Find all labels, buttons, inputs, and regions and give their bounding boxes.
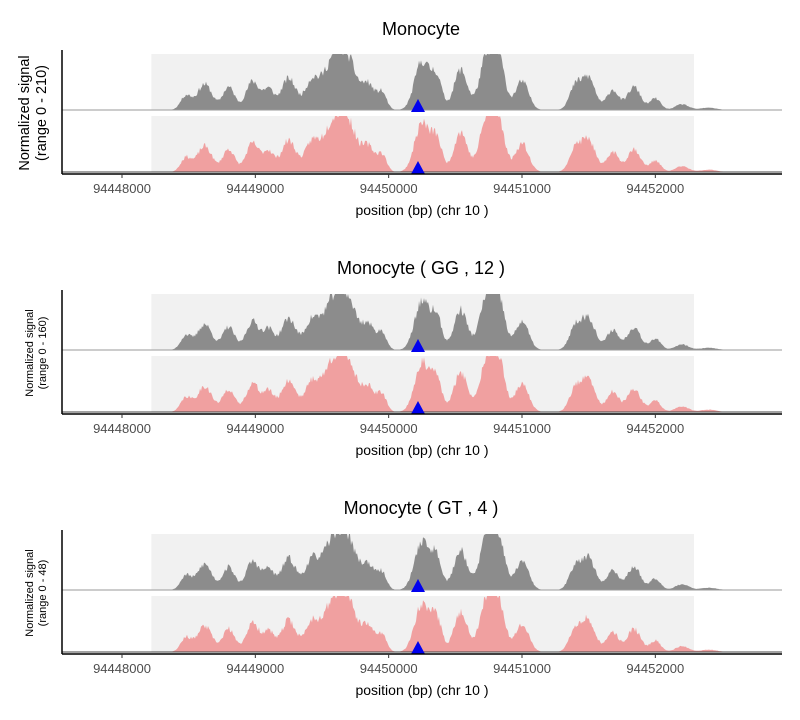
x-tick-label: 94450000 [360,661,418,676]
y-axis-title-line1: Normalized signal [24,549,36,636]
x-tick-label: 94452000 [626,421,684,436]
x-tick-label: 94449000 [226,661,284,676]
signal-track-2 [62,116,782,172]
variant-marker-1 [411,99,425,112]
signal-track-1 [62,54,782,110]
x-tick-label: 94451000 [493,181,551,196]
chart-title: Monocyte ( GG , 12 ) [337,258,505,278]
x-tick-label: 94448000 [93,181,151,196]
x-tick-label: 94451000 [493,421,551,436]
y-axis-title-line2: (range 0 - 48) [37,560,49,627]
variant-marker-2 [411,641,425,654]
y-axis-title-line1: Normalized signal [17,55,33,170]
chart-panel-3: Monocyte ( GT , 4 ) 94448000 94449000 94450… [24,498,782,698]
x-tick-label: 94450000 [360,421,418,436]
y-axis-title-line2: (range 0 - 210) [34,65,50,161]
signal-track-1 [62,294,782,350]
x-axis-title: position (bp) (chr 10 ) [355,682,488,698]
y-axis-title-line2: (range 0 - 160) [37,317,49,390]
x-tick-label: 94452000 [626,181,684,196]
signal-track-2 [62,356,782,412]
x-tick-label: 94449000 [226,421,284,436]
x-axis-title: position (bp) (chr 10 ) [355,442,488,458]
y-axis-title-line1: Normalized signal [24,309,36,396]
x-tick-label: 94452000 [626,661,684,676]
x-tick-label: 94449000 [226,181,284,196]
chart-title: Monocyte ( GT , 4 ) [344,498,499,518]
variant-marker-2 [411,401,425,414]
signal-track-1 [62,534,782,590]
variant-marker-1 [411,339,425,352]
x-tick-label: 94451000 [493,661,551,676]
x-axis-title: position (bp) (chr 10 ) [355,202,488,218]
chart-panel-1: Monocyte 94448000 94449000 94450000 94451000… [17,19,782,218]
x-tick-label: 94448000 [93,661,151,676]
chart-title: Monocyte [382,19,460,39]
x-tick-label: 94448000 [93,421,151,436]
variant-marker-2 [411,161,425,174]
chart-panel-2: Monocyte ( GG , 12 ) 94448000 94449000 9445… [24,258,782,458]
signal-track-2 [62,596,782,652]
x-tick-label: 94450000 [360,181,418,196]
variant-marker-1 [411,579,425,592]
